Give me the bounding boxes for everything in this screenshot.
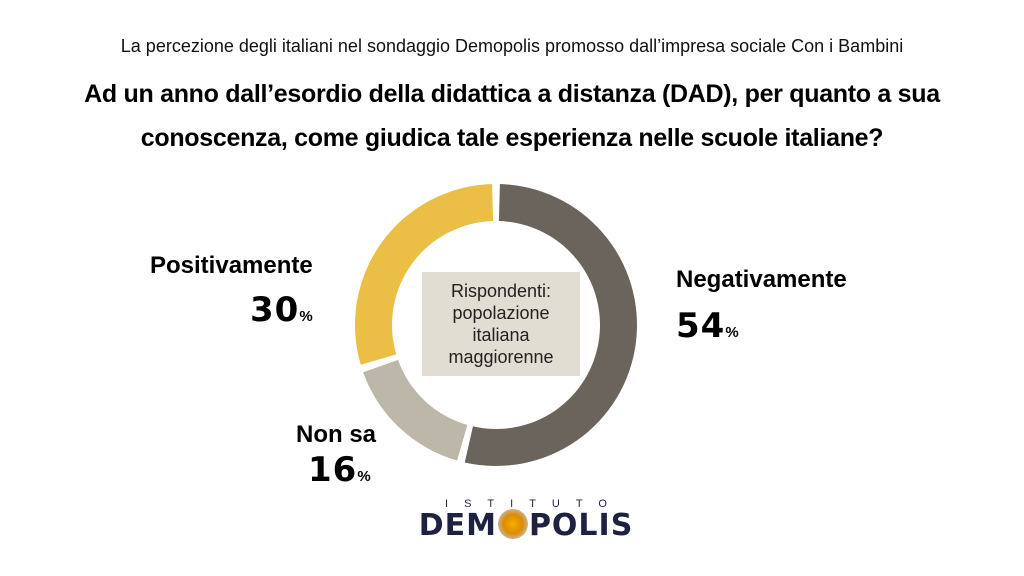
subtitle: La percezione degli italiani nel sondagg… [120,36,904,56]
logo-o-icon [497,509,528,539]
center-line-3: italiana [472,325,530,345]
value-negativamente-number: 54 [676,306,726,346]
center-respondents-box: Rispondenti: popolazione italiana maggio… [422,272,580,376]
label-positivamente: Positivamente [150,252,313,279]
center-line-4: maggiorenne [448,347,554,367]
label-negativamente: Negativamente [676,266,847,293]
percent-sign: % [299,308,313,325]
value-positivamente-number: 30 [250,290,300,330]
logo-wordmark: DEM POLIS [396,508,656,543]
value-negativamente: 54% [676,306,739,346]
logo-text-right: POLIS [528,508,634,543]
slice-negativamente [464,184,637,466]
title-line-2: conoscenza, come giudica tale esperienza… [140,124,884,152]
title-line-1: Ad un anno dall’esordio della didattica … [84,80,940,108]
value-non-sa: 16% [308,450,371,490]
percent-sign: % [357,468,371,485]
value-positivamente: 30% [250,290,313,330]
center-line-2: popolazione [452,303,550,323]
demopolis-logo: ISTITUTO DEM POLIS [396,498,656,543]
slice-positivamente [355,184,494,365]
label-non-sa: Non sa [296,421,377,448]
logo-istituto-text: ISTITUTO [445,498,623,510]
value-non-sa-number: 16 [308,450,358,490]
logo-text-left: DEM [418,508,497,543]
center-line-1: Rispondenti: [450,281,552,301]
percent-sign: % [725,324,739,341]
question-title: Ad un anno dall’esordio della didattica … [62,72,962,160]
slice-non-sa [363,359,468,461]
